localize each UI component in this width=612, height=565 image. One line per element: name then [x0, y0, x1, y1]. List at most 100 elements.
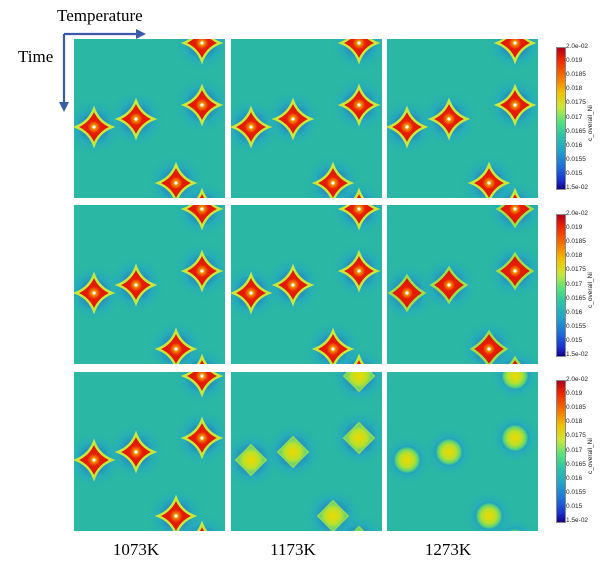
precipitate-particle	[436, 439, 462, 465]
particle-centre	[357, 207, 361, 211]
colorbar-tick-label: 2.0e-02	[566, 210, 589, 217]
colorbar-tick-label: 0.015	[566, 502, 583, 510]
colorbar-tick-label: 0.019	[566, 390, 583, 398]
colorbar-row-3: 2.0e-02 0.019 0.0185 0.018 0.0175 0.017 0.0165…	[556, 374, 612, 530]
colorbar-title: c_overall_Ni	[587, 272, 594, 308]
colorbar-tick-label: 1.5e-02	[566, 517, 589, 524]
particle-centre	[513, 103, 517, 107]
precipitate-particle	[353, 187, 365, 198]
colorbar-tick-label: 0.0165	[566, 127, 586, 135]
colorbar-row-1: 2.0e-02 0.019 0.0185 0.018 0.0175 0.017 0.0165…	[556, 41, 612, 197]
particle-centre	[249, 291, 253, 295]
colorbar-tick-label: 0.0155	[566, 488, 586, 496]
particle-centre	[174, 347, 178, 351]
precipitate-particle	[276, 435, 310, 469]
particle-centre	[487, 181, 491, 185]
particle-centre	[513, 41, 517, 45]
particles	[231, 39, 382, 198]
panel-r3-c2	[231, 372, 382, 531]
precipitate-particle	[234, 443, 268, 477]
column-label-1073k: 1073K	[112, 540, 160, 559]
colorbar-tick-label: 0.017	[566, 280, 583, 288]
particle-centre	[447, 117, 451, 121]
precipitate-particle	[316, 499, 350, 531]
particle-centre	[405, 125, 409, 129]
depletion-halo	[491, 516, 538, 531]
precipitate-particle	[180, 205, 224, 231]
colorbar-tick-label: 0.016	[566, 141, 583, 149]
particles	[387, 39, 538, 198]
panel-r2-c1	[74, 205, 225, 364]
particle-centre	[174, 181, 178, 185]
particle-centre	[357, 103, 361, 107]
colorbar-tick-label: 0.0155	[566, 155, 586, 163]
colorbar-tick-label: 0.0175	[566, 432, 586, 440]
precipitate-particle	[337, 205, 381, 231]
colorbar-tick-label: 0.0165	[566, 294, 586, 302]
panel-r2-c2	[231, 205, 382, 364]
precipitate-particle	[180, 39, 224, 65]
colorbar-tick-label: 0.0175	[566, 266, 586, 274]
colorbar-tick-label: 0.016	[566, 308, 583, 316]
particle-centre	[134, 283, 138, 287]
panel-r3-c1	[74, 372, 225, 531]
precipitate-particle	[196, 353, 208, 364]
colorbar-tick-label: 0.0155	[566, 322, 586, 330]
panel-r1-c1	[74, 39, 225, 198]
precipitate-particle	[495, 205, 535, 229]
panel-r3-c3	[387, 372, 538, 531]
precipitate-particle	[353, 525, 365, 531]
precipitate-particle	[342, 421, 376, 455]
column-label-1173k: 1173K	[270, 540, 316, 559]
colorbar-tick-label: 0.015	[566, 336, 583, 344]
colorbar-tick-label: 0.0185	[566, 238, 586, 246]
colorbar-tick-label: 0.0165	[566, 460, 586, 468]
colorbar-tick-label: 0.0175	[566, 99, 586, 107]
colorbar-title: c_overall_Ni	[587, 105, 594, 141]
particle-centre	[174, 514, 178, 518]
precipitate-particle	[196, 187, 208, 198]
colorbar-tick-label: 0.019	[566, 57, 583, 65]
temperature-axis-label: Temperature	[57, 6, 143, 25]
panel-r1-c3	[387, 39, 538, 198]
colorbar-tick-label: 0.015	[566, 169, 583, 177]
colorbar-tick-label: 0.017	[566, 113, 583, 121]
particle-centre	[200, 207, 204, 211]
colorbar-tick-label: 0.017	[566, 446, 583, 454]
colorbar-tick-label: 0.018	[566, 418, 583, 426]
particles	[74, 372, 225, 531]
particle-centre	[357, 269, 361, 273]
particle-centre	[200, 103, 204, 107]
colorbar-tick-label: 1.5e-02	[566, 351, 589, 358]
precipitate-particle	[394, 447, 420, 473]
colorbar-gradient	[556, 47, 566, 190]
precipitate-particle	[508, 529, 522, 531]
particle-centre	[92, 125, 96, 129]
colorbar-tick-label: 0.0185	[566, 71, 586, 79]
precipitate-particle	[342, 372, 376, 393]
particle-centre	[405, 291, 409, 295]
particles	[74, 205, 225, 364]
particle-centre	[291, 283, 295, 287]
precipitate-particle	[509, 355, 521, 364]
precipitate-particle	[509, 187, 521, 198]
particle-centre	[200, 41, 204, 45]
precipitate-particle	[476, 503, 502, 529]
colorbar-row-2: 2.0e-02 0.019 0.0185 0.018 0.0175 0.017 0.0165…	[556, 208, 612, 364]
colorbar-gradient	[556, 380, 566, 523]
particles	[387, 372, 538, 531]
precipitate-particle	[493, 39, 537, 65]
particle-centre	[200, 269, 204, 273]
particles	[74, 39, 225, 198]
particle-centre	[92, 291, 96, 295]
particle-centre	[447, 283, 451, 287]
particle-centre	[200, 436, 204, 440]
precipitate-particle	[180, 372, 224, 398]
colorbar-tick-label: 2.0e-02	[566, 43, 589, 50]
particle-centre	[249, 125, 253, 129]
particle-centre	[513, 269, 517, 273]
precipitate-particle	[337, 39, 381, 65]
particle-centre	[134, 117, 138, 121]
particle-centre	[331, 347, 335, 351]
